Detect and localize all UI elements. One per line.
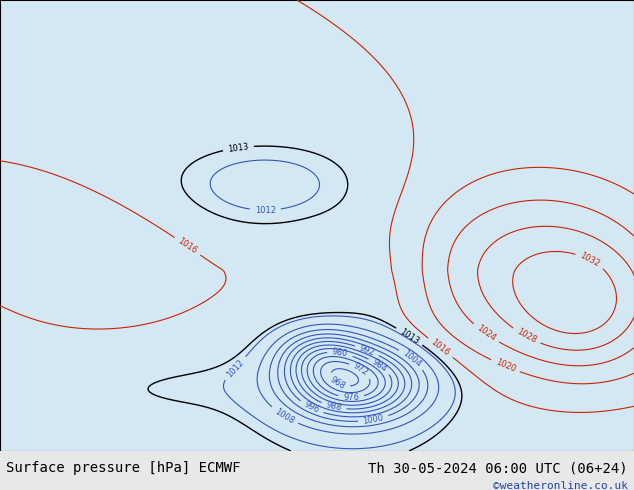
Text: Surface pressure [hPa] ECMWF: Surface pressure [hPa] ECMWF [6,462,241,475]
Text: 1016: 1016 [176,237,199,256]
Text: 972: 972 [352,362,370,378]
Text: 980: 980 [332,347,349,359]
Text: 992: 992 [358,343,376,358]
Text: 1004: 1004 [401,349,423,369]
Text: 1012: 1012 [255,205,276,215]
Text: 1013: 1013 [227,142,249,154]
Text: 988: 988 [325,400,342,413]
Text: 968: 968 [328,375,347,391]
Text: 984: 984 [371,357,389,374]
Text: ©weatheronline.co.uk: ©weatheronline.co.uk [493,481,628,490]
Text: 1013: 1013 [398,327,421,346]
Text: 1028: 1028 [515,327,538,345]
Text: 976: 976 [343,393,359,402]
Text: 1000: 1000 [362,413,385,426]
Text: 1032: 1032 [578,251,601,269]
Text: Th 30-05-2024 06:00 UTC (06+24): Th 30-05-2024 06:00 UTC (06+24) [368,462,628,475]
Text: 1008: 1008 [273,407,296,425]
Text: 996: 996 [302,400,321,415]
Text: 1012: 1012 [225,357,245,379]
Text: 1024: 1024 [475,324,497,343]
Text: 1020: 1020 [494,358,517,374]
Text: 1016: 1016 [429,338,451,358]
